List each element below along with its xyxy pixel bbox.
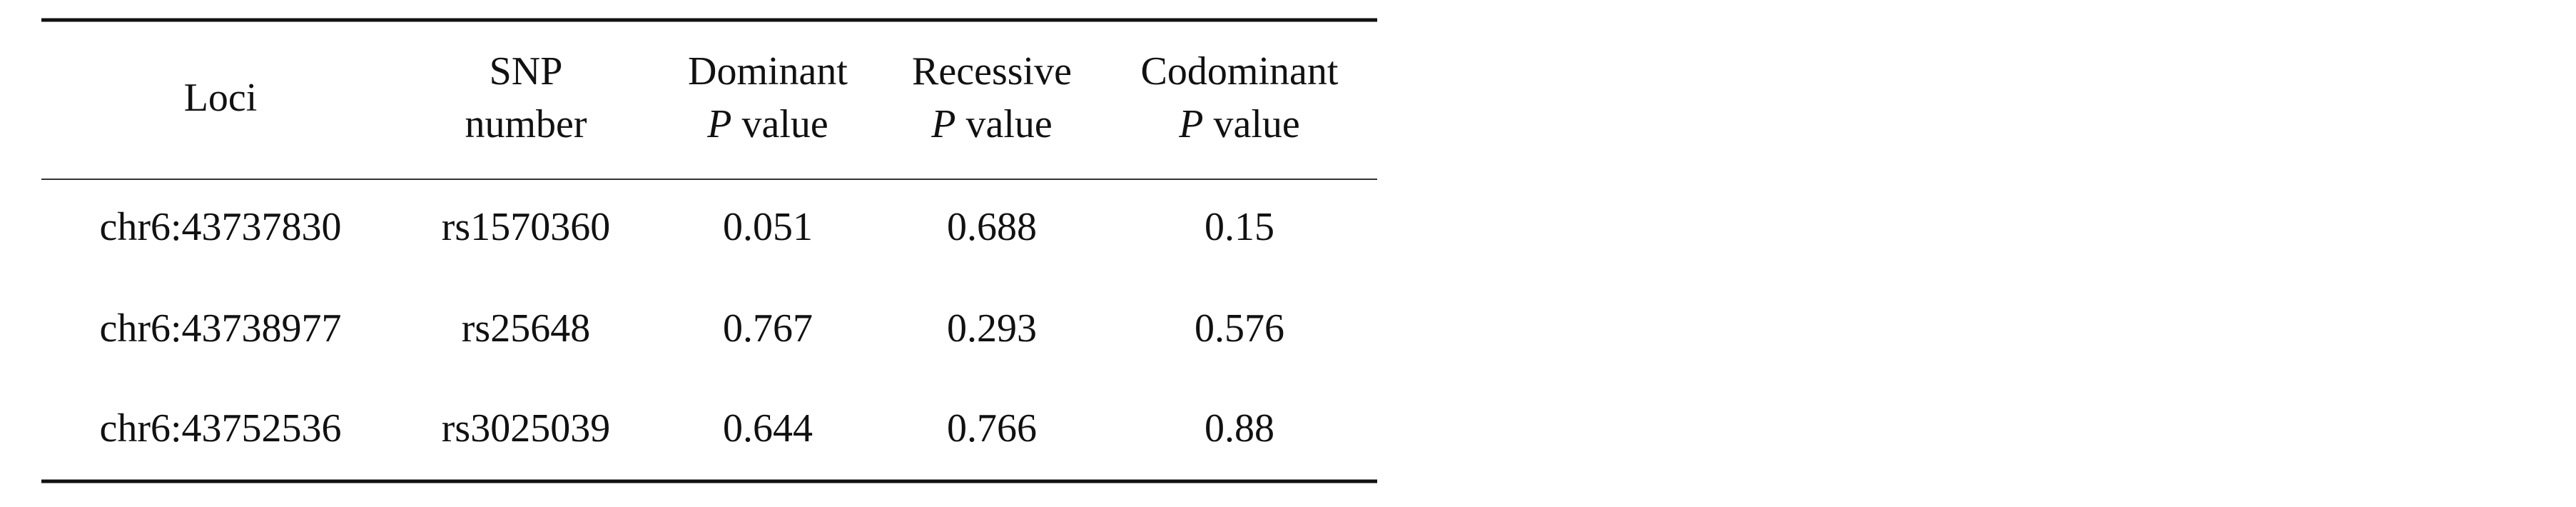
table-cell: chr6:43752536 [99, 406, 341, 451]
header-variable: P [1178, 102, 1203, 146]
header-suffix: value [965, 102, 1052, 146]
table-cell: chr6:43738977 [99, 306, 341, 351]
table-cell: 0.766 [947, 406, 1037, 451]
table-cell: rs1570360 [442, 205, 610, 249]
header-cell: Codominant [1141, 49, 1339, 94]
table-cell: 0.051 [723, 205, 813, 249]
header-cell: Loci [184, 76, 258, 120]
table-cell: rs3025039 [442, 406, 610, 451]
table-cell: rs25648 [462, 306, 590, 351]
header-cell: number [465, 102, 587, 146]
table-cell: 0.293 [947, 306, 1037, 351]
header-suffix: value [1213, 102, 1299, 146]
header-variable: P [706, 102, 731, 146]
table-cell: 0.644 [723, 406, 813, 451]
header-suffix: value [741, 102, 828, 146]
header-cell: Dominant [688, 49, 848, 94]
table-cell: 0.688 [947, 205, 1037, 249]
table-cell: 0.767 [723, 306, 813, 351]
header-variable: P [930, 102, 955, 146]
header-cell: SNP [490, 49, 563, 94]
table-cell: 0.88 [1205, 406, 1274, 451]
header-cell: Recessive [912, 49, 1072, 94]
table-cell: chr6:43737830 [99, 205, 341, 249]
table-cell: 0.576 [1195, 306, 1284, 351]
table-cell: 0.15 [1205, 205, 1274, 249]
